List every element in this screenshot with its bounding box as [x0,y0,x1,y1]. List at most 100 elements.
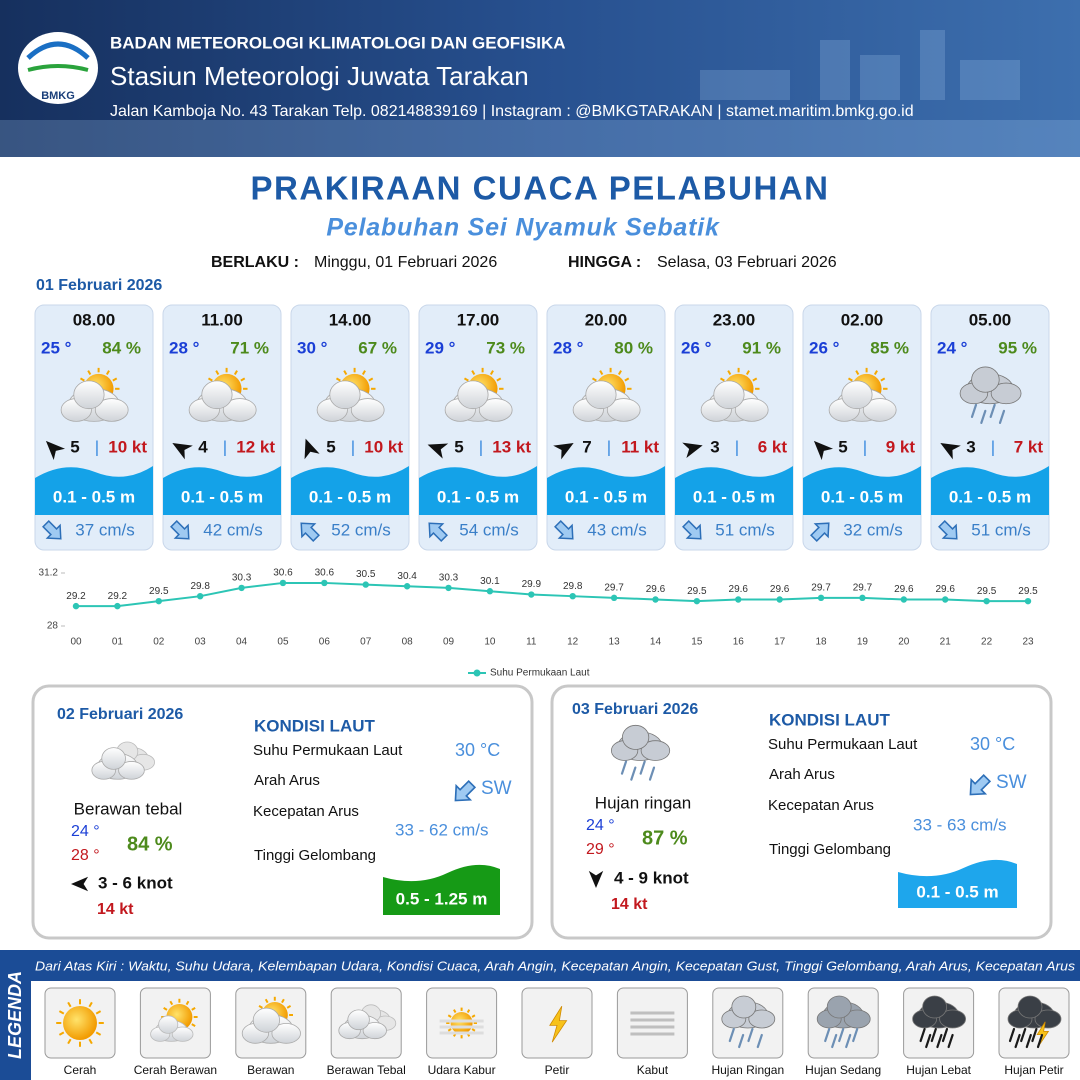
cloud-puff [939,1009,966,1029]
rain-drop [630,766,637,781]
cloud-puff [731,995,757,1019]
current-speed-label: Kecepatan Arus [768,797,874,814]
rain-drop [728,1027,735,1043]
weather-icon [828,367,897,422]
logo-wave [27,64,89,72]
wave-label: Tinggi Gelombang [254,847,376,864]
wind: 3 - 6 knot [98,873,173,892]
x-tick-label: 10 [484,637,496,648]
gust: 12 kt [236,437,275,456]
sun-ray [58,1010,65,1015]
rain-drop [838,1027,845,1043]
wave [419,466,537,515]
time: 23.00 [713,310,756,329]
x-tick-label: 03 [195,637,207,648]
data-label: 29.6 [935,584,955,595]
sun-ray [67,1038,72,1045]
cloud-puff [1034,1009,1062,1029]
current-speed-label: Kecepatan Arus [253,803,359,820]
sun-ray [79,377,85,382]
weather-icon [150,998,198,1042]
temperature: 26 ° [809,338,840,357]
point [859,594,866,602]
temp-max: 28 ° [71,847,100,864]
current-arrow [682,520,702,540]
logo-arc [26,41,90,60]
cloud-puff [585,380,617,410]
x-tick-label: 06 [319,637,331,648]
data-label: 29.6 [729,584,749,595]
wave [291,466,409,515]
weather-icon [1007,995,1062,1049]
wave [163,466,281,515]
cloud-puff [713,380,745,410]
cloud-puff [158,1015,179,1034]
temp-min: 24 ° [71,823,100,840]
sst: 30 °C [970,734,1015,754]
weather-icon [912,995,966,1049]
weather-icon [316,367,385,422]
weather-icon [91,741,155,780]
cloud-puff [990,382,1022,405]
cloud-puff [640,740,671,761]
current-speed: 33 - 62 cm/s [395,820,489,839]
sst-label: Suhu Permukaan Laut [768,736,918,753]
wave-height: 0.1 - 0.5 m [53,487,135,506]
date: 02 Februari 2026 [57,706,183,723]
data-label: 29.6 [894,584,914,595]
current-speed: 37 cm/s [75,520,135,539]
sun-ray [471,1014,476,1018]
x-tick-label: 01 [112,637,124,648]
data-label: 29.8 [190,581,210,592]
x-tick-label: 00 [70,637,82,648]
data-label: 30.6 [315,568,335,579]
from-label: BERLAKU : [211,254,299,271]
sun-ray [745,370,750,376]
wave [35,466,153,515]
cloud-puff [922,995,947,1019]
sun-ray [169,1000,174,1006]
sun-ray [847,377,853,382]
sun-ray [368,377,374,382]
x-tick-label: 12 [567,637,579,648]
weather-icon [439,1007,484,1039]
sun-ray [58,1031,65,1036]
point [72,602,80,610]
rain-drop [1036,1033,1044,1049]
sun-ray [343,370,348,376]
weather-icon [610,724,671,781]
weather-icon [56,999,104,1047]
cloud-puff [478,398,513,422]
separator: | [479,437,483,456]
gust: 10 kt [364,437,403,456]
wave-height: 0.1 - 0.5 m [181,487,263,506]
current-arrow [938,520,958,540]
sun-ray [463,377,469,382]
day-box [550,684,1053,940]
sst-label: Suhu Permukaan Laut [253,742,403,759]
wind-arrow [588,870,604,888]
day-box [31,684,534,940]
sun-ray [447,1028,452,1032]
humidity: 85 % [870,338,909,357]
rain-drop [845,1033,852,1049]
wave-height: 0.1 - 0.5 m [565,487,647,506]
legend-item: Berawan Tebal [327,1063,406,1077]
humidity: 84 % [127,833,173,855]
x-tick-label: 04 [236,637,248,648]
current-arrow [42,520,62,540]
weather-icon [700,367,769,422]
sun-ray [215,370,220,376]
cloud-puff [841,380,873,410]
weather-icon [444,367,513,422]
day1-date: 01 Februari 2026 [36,277,162,294]
wind-arrow [70,876,89,892]
time: 08.00 [73,310,116,329]
wind-speed: 4 [198,437,208,456]
weather-icon [572,367,641,422]
point [403,583,411,590]
sun-ray [489,370,494,376]
wind: 4 - 9 knot [614,868,689,887]
rain-drop [930,1027,937,1043]
cloud-puff [73,380,105,410]
